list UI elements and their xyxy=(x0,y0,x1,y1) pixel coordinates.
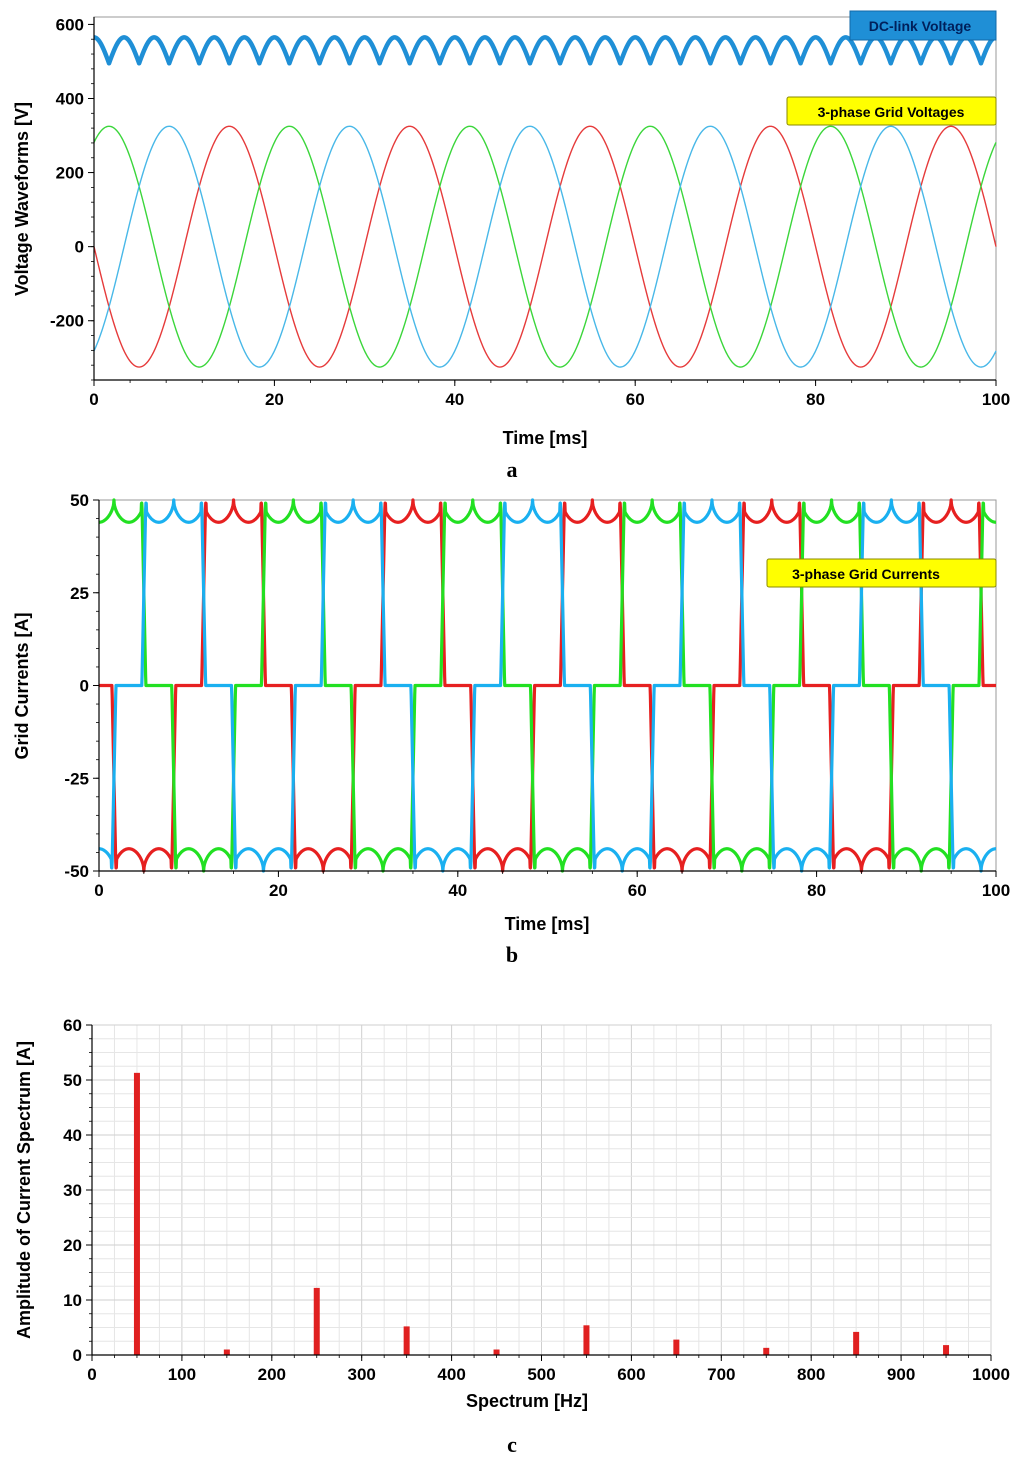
x-tick-label: 60 xyxy=(626,390,645,409)
y-tick-label: 0 xyxy=(73,1346,82,1365)
y-tick-label: 600 xyxy=(56,15,84,34)
grid-voltage-series-2 xyxy=(93,125,997,368)
y-tick-label: -200 xyxy=(50,312,84,331)
grid xyxy=(91,1024,992,1356)
x-tick-label: 20 xyxy=(269,881,288,900)
x-tick-label: 40 xyxy=(448,881,467,900)
grid-voltage-series-3 xyxy=(93,125,997,368)
y-tick-label: 400 xyxy=(56,89,84,108)
voltage-series-group xyxy=(92,35,998,368)
x-tick-label: 1000 xyxy=(972,1365,1010,1384)
dc-link-legend-label: DC-link Voltage xyxy=(869,18,972,34)
y-tick-label: 200 xyxy=(56,164,84,183)
grid-voltages-legend: 3-phase Grid Voltages xyxy=(786,96,997,126)
grid-current-series-3 xyxy=(97,498,998,873)
panel-label-c: c xyxy=(507,1432,517,1457)
voltage-chart: 0 20 40 60 80 100 -200 0 200 400 600 DC-link Volta… xyxy=(12,10,1010,482)
spectrum-bar xyxy=(223,1349,230,1355)
x-tick-label: 40 xyxy=(445,390,464,409)
x-tick-label: 80 xyxy=(806,390,825,409)
dc-link-legend-box xyxy=(849,10,997,41)
y-tick-label: 60 xyxy=(63,1016,82,1035)
grid-currents-legend: 3-phase Grid Currents xyxy=(766,558,997,588)
x-tick-label: 20 xyxy=(265,390,284,409)
grid-currents-legend-box xyxy=(766,558,997,588)
y-tick-label: 40 xyxy=(63,1126,82,1145)
panel-label-b: b xyxy=(506,942,518,967)
x-tick-label: 900 xyxy=(887,1365,915,1384)
x-tick-label: 0 xyxy=(87,1365,96,1384)
grid-current-series-2 xyxy=(97,498,998,873)
x-tick-label: 0 xyxy=(94,881,103,900)
spectrum-bar xyxy=(313,1287,320,1355)
x-tick-label: 300 xyxy=(348,1365,376,1384)
y-tick-label: 50 xyxy=(63,1071,82,1090)
bars xyxy=(133,1072,950,1355)
x-tick-label: 800 xyxy=(797,1365,825,1384)
panel-label-a: a xyxy=(507,457,518,482)
x-axis-label: Time [ms] xyxy=(503,428,588,448)
x-tick-label: 60 xyxy=(628,881,647,900)
x-axis-label: Spectrum [Hz] xyxy=(466,1391,588,1411)
grid-voltages-legend-label: 3-phase Grid Voltages xyxy=(818,104,965,120)
y-tick-label: -25 xyxy=(64,769,89,788)
dc-link-legend: DC-link Voltage xyxy=(849,10,997,41)
y-tick-label: 20 xyxy=(63,1236,82,1255)
current-chart: 0 20 40 60 80 100 -50 -25 0 25 50 3-phase Grid Cur… xyxy=(12,491,1010,967)
current-series-group xyxy=(97,498,998,873)
spectrum-bar xyxy=(763,1347,770,1355)
grid-voltages-legend-box xyxy=(786,96,997,126)
spectrum-bar xyxy=(673,1339,680,1355)
axes: 0 20 40 60 80 100 -50 -25 0 25 50 xyxy=(64,491,1010,900)
x-tick-label: 80 xyxy=(807,881,826,900)
grid-voltage-series-1 xyxy=(93,125,997,368)
x-tick-label: 100 xyxy=(982,881,1010,900)
spectrum-bar xyxy=(133,1072,140,1355)
dc-link-voltage-series xyxy=(92,35,998,66)
x-tick-label: 100 xyxy=(168,1365,196,1384)
spectrum-chart: 0 100 200 300 400 500 600 700 800 900 1000 0 10 20 30 4… xyxy=(14,1016,1010,1457)
plot-area xyxy=(93,16,997,381)
grid-currents-legend-label: 3-phase Grid Currents xyxy=(792,566,940,582)
spectrum-bar xyxy=(853,1331,860,1355)
y-axis-label: Amplitude of Current Spectrum [A] xyxy=(14,1041,34,1339)
y-tick-label: 30 xyxy=(63,1181,82,1200)
x-tick-label: 600 xyxy=(617,1365,645,1384)
x-tick-label: 100 xyxy=(982,390,1010,409)
y-tick-label: 10 xyxy=(63,1291,82,1310)
x-tick-label: 400 xyxy=(437,1365,465,1384)
y-tick-label: 0 xyxy=(80,677,89,696)
spectrum-bar xyxy=(403,1326,410,1355)
y-tick-label: 50 xyxy=(70,491,89,510)
spectrum-bar xyxy=(943,1345,950,1355)
y-tick-label: -50 xyxy=(64,862,89,881)
y-axis-label: Voltage Waveforms [V] xyxy=(12,102,32,296)
y-axis-label: Grid Currents [A] xyxy=(12,612,32,759)
x-tick-label: 500 xyxy=(527,1365,555,1384)
spectrum-bar xyxy=(493,1349,500,1355)
axes: 0 100 200 300 400 500 600 700 800 900 1000 0 10 20 30 4… xyxy=(63,1016,1010,1384)
grid-current-series-1 xyxy=(97,498,998,873)
x-tick-label: 700 xyxy=(707,1365,735,1384)
x-tick-label: 0 xyxy=(89,390,98,409)
y-tick-label: 25 xyxy=(70,584,89,603)
spectrum-bar xyxy=(583,1325,590,1355)
axes: 0 20 40 60 80 100 -200 0 200 400 600 xyxy=(50,15,1010,409)
x-axis-label: Time [ms] xyxy=(505,914,590,934)
y-tick-label: 0 xyxy=(75,238,84,257)
x-tick-label: 200 xyxy=(258,1365,286,1384)
